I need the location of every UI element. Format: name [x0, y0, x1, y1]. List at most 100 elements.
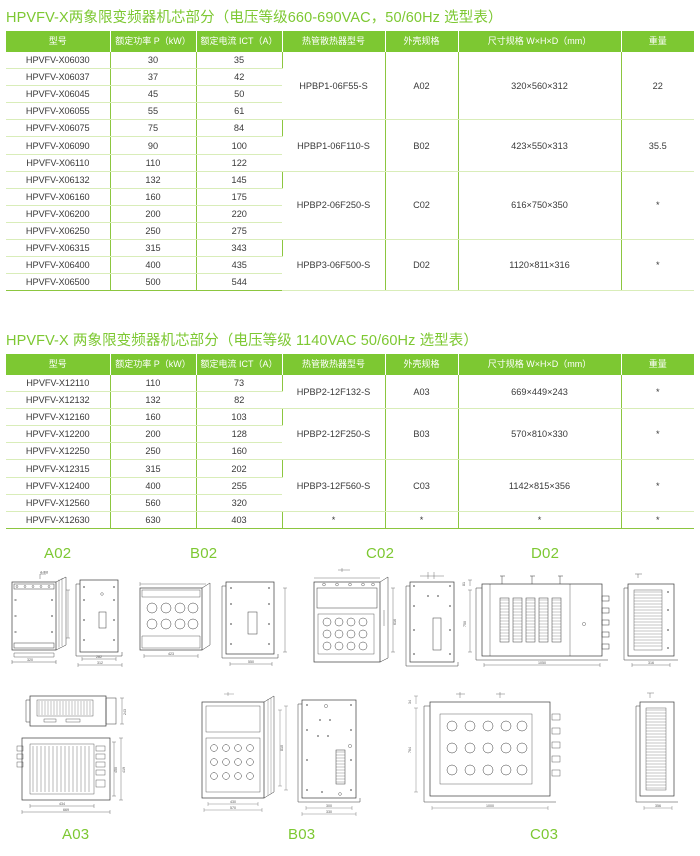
cell-weight: * [621, 239, 694, 292]
cell-current: 73 [196, 375, 283, 393]
drawing-label-b02: B02 [190, 545, 218, 562]
cell-power: 55 [110, 102, 197, 121]
cell-model: HPVFV-X06037 [6, 68, 111, 87]
cell-heatsink: HPBP3-12F560-S [282, 459, 386, 512]
cell-current: 103 [196, 408, 283, 427]
col-header-weight: 重量 [621, 31, 694, 52]
table-row: HPVFV-X12160 160 103 HPBP2-12F250-S B03 570×8… [6, 408, 694, 461]
cell-heatsink: HPBP1-06F110-S [282, 119, 386, 172]
drawing-label-a02: A02 [44, 545, 72, 562]
cell-model: HPVFV-X12630 [6, 511, 111, 529]
col-header-dimensions: 尺寸规格 W×H×D（mm） [458, 31, 622, 52]
table-row: HPVFV-X06250 250 275 [6, 222, 694, 241]
cell-current: 175 [196, 188, 282, 206]
table-row: HPVFV-X06315 315 343 HPBP3-06F500-S D02 1120×… [6, 239, 694, 292]
table-row: HPVFV-X06090 90 100 [6, 136, 694, 155]
cell-heatsink: HPBP3-06F500-S [282, 239, 386, 292]
cell-power: 250 [110, 222, 197, 241]
table-header-row: 型号 额定功率 P（kW） 额定电流 ICT（A） 热管散热器型号 外壳规格 尺… [6, 354, 694, 375]
cell-dimensions: 1120×811×316 [458, 239, 622, 292]
svg-text:316: 316 [648, 661, 654, 665]
cell-power: 37 [110, 68, 197, 87]
svg-text:450: 450 [114, 767, 118, 773]
cell-model: HPVFV-X12110 [6, 375, 111, 393]
cell-model: HPVFV-X06030 [6, 52, 111, 70]
cell-model: HPVFV-X12315 [6, 459, 111, 478]
cell-model: HPVFV-X06400 [6, 256, 111, 275]
cell-power: 315 [110, 459, 197, 478]
col-header-current: 额定电流 ICT（A） [196, 31, 283, 52]
svg-text:312: 312 [97, 661, 103, 665]
cell-housing: B02 [385, 119, 459, 172]
cell-current: 50 [196, 85, 282, 104]
col-header-model: 型号 [6, 354, 111, 375]
cell-power: 200 [110, 205, 197, 223]
drawing-a03: 243 [4, 690, 204, 820]
table-row: HPVFV-X06110 110 122 [6, 154, 694, 172]
cell-current: 82 [196, 391, 282, 410]
table-row: HPVFV-X12250 250 160 [6, 442, 694, 461]
cell-heatsink: HPBP2-12F132-S [282, 375, 386, 410]
cell-power: 75 [110, 119, 197, 138]
cell-model: HPVFV-X12400 [6, 477, 111, 495]
cell-power: 400 [110, 477, 197, 495]
cell-housing: C03 [385, 459, 459, 512]
table-row: HPVFV-X06500 500 544 [6, 273, 694, 292]
svg-text:550: 550 [248, 660, 254, 664]
drawing-b02: 423 550 [130, 568, 305, 676]
svg-text:750: 750 [463, 621, 467, 627]
table-row: HPVFV-X12200 200 128 [6, 425, 694, 444]
table-row: HPVFV-X12110 110 73 HPBP2-12F132-S A03 669×44… [6, 375, 694, 410]
drawing-b03: 810 430 570 [190, 690, 390, 820]
cell-power: 560 [110, 494, 197, 512]
svg-text:1050: 1050 [538, 661, 546, 665]
cell-model: HPVFV-X06110 [6, 154, 111, 172]
drawing-label-c03: C03 [530, 826, 559, 843]
col-header-dimensions: 尺寸规格 W×H×D（mm） [458, 354, 622, 375]
cell-current: 84 [196, 119, 283, 138]
table-row: HPVFV-X12400 400 255 [6, 477, 694, 495]
cell-current: 122 [196, 154, 282, 172]
svg-text:430: 430 [230, 800, 236, 804]
svg-text:356: 356 [655, 804, 661, 808]
cell-weight: * [621, 459, 694, 512]
cell-weight: * [621, 408, 694, 461]
col-header-model: 型号 [6, 31, 111, 52]
drawing-c03: 764 34 1000 356 [400, 688, 696, 820]
cell-dimensions: * [458, 511, 622, 529]
cell-weight: 35.5 [621, 119, 694, 172]
cell-weight: * [621, 171, 694, 241]
table-row: HPVFV-X12315 315 202 HPBP3-12F560-S C03 1142×… [6, 459, 694, 512]
cell-power: 160 [110, 188, 197, 206]
spec-table-1140vac: 型号 额定功率 P（kW） 额定电流 ICT（A） 热管散热器型号 外壳规格 尺… [6, 354, 694, 529]
svg-text:330: 330 [326, 810, 332, 814]
cell-model: HPVFV-X06090 [6, 136, 111, 155]
cell-heatsink: HPBP2-06F250-S [282, 171, 386, 241]
table-row: HPVFV-X12630 630 403 * * * * [6, 511, 694, 529]
cell-current: 544 [196, 273, 282, 292]
cell-model: HPVFV-X06132 [6, 171, 111, 189]
enclosure-drawings-area: A02 B02 C02 D02 [0, 538, 700, 856]
table-row: HPVFV-X06200 200 220 [6, 205, 694, 223]
cell-current: 128 [196, 425, 282, 444]
svg-text:1000: 1000 [486, 804, 494, 808]
cell-heatsink: * [282, 511, 386, 529]
drawing-d02: 750 81 1050 316 [460, 566, 696, 678]
cell-power: 132 [110, 391, 197, 410]
cell-housing: A02 [385, 52, 459, 121]
cell-power: 110 [110, 154, 197, 172]
table-row: HPVFV-X12560 560 320 [6, 494, 694, 512]
cell-current: 435 [196, 256, 282, 275]
section-1-title: HPVFV-X两象限变频器机芯部分（电压等级660-690VAC，50/60Hz… [6, 10, 503, 26]
svg-text:669: 669 [63, 808, 69, 812]
col-header-power: 额定功率 P（kW） [110, 354, 197, 375]
cell-power: 45 [110, 85, 197, 104]
cell-model: HPVFV-X12200 [6, 425, 111, 444]
cell-current: 202 [196, 459, 283, 478]
svg-text:570: 570 [230, 806, 236, 810]
cell-power: 630 [110, 511, 197, 529]
cell-current: 403 [196, 511, 283, 529]
cell-current: 255 [196, 477, 282, 495]
col-header-heatsink: 热管散热器型号 [282, 31, 386, 52]
